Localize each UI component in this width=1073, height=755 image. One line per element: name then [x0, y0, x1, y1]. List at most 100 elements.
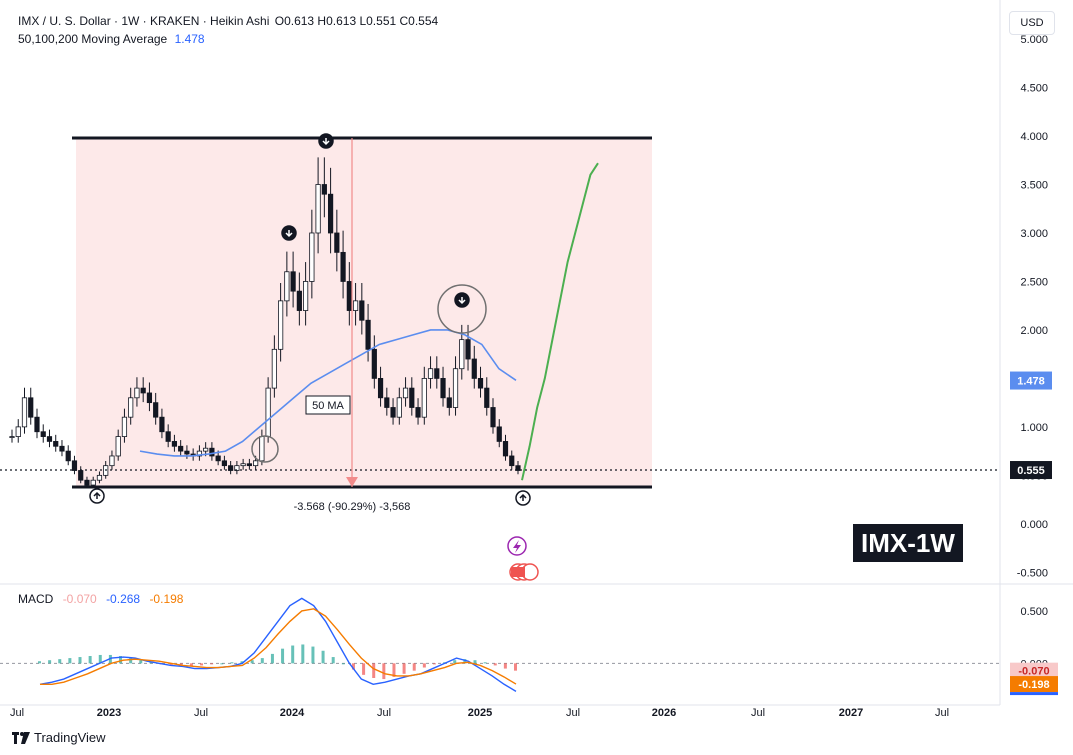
time-tick-label: 2024 — [280, 707, 305, 719]
macd-hist-bar — [372, 663, 376, 678]
ma-tag-text: 50 MA — [312, 400, 344, 412]
macd-hist-bar — [473, 660, 477, 664]
macd-hist-bar — [78, 657, 82, 664]
price-tick-label: 2.500 — [1020, 276, 1048, 288]
symbol-title[interactable]: IMX / U. S. Dollar · 1W · KRAKEN · Heiki… — [18, 14, 270, 28]
macd-hist-bar — [48, 660, 52, 664]
projection-line — [521, 162, 599, 481]
macd-hist-bar — [432, 663, 436, 665]
macd-hist-bar — [341, 663, 345, 665]
ohlc-values: O0.613 H0.613 L0.551 C0.554 — [274, 14, 439, 28]
measure-arrow-icon — [346, 476, 358, 487]
candle-body — [96, 474, 103, 481]
time-tick-label: Jul — [566, 707, 580, 719]
candle-body — [259, 436, 265, 462]
macd-hist-bar — [250, 660, 254, 664]
price-tick-label: 0.000 — [1020, 519, 1048, 531]
measure-text: -3.568 (-90.29%) -3,568 — [294, 501, 411, 513]
candle-body — [15, 426, 21, 437]
candle-body — [334, 232, 340, 253]
candle-body — [21, 397, 28, 428]
macd-hist-bar — [38, 661, 41, 664]
candle-body — [215, 455, 221, 462]
candle-body — [396, 397, 402, 418]
macd-hist-bar — [493, 663, 497, 666]
us-flag-icon — [511, 567, 525, 577]
candle-body — [121, 416, 128, 437]
macd-hist-bar — [281, 648, 285, 664]
candle-body — [352, 300, 359, 311]
candle-body — [153, 402, 159, 418]
candles-layer — [9, 157, 521, 488]
price-axis[interactable]: 5.0004.5004.0003.5003.0002.5002.0001.500… — [0, 0, 1073, 705]
time-tick-label: 2026 — [652, 707, 676, 719]
candle-body — [84, 479, 90, 486]
candle-body — [502, 441, 509, 457]
candle-body — [384, 397, 390, 408]
candle-body — [346, 281, 352, 311]
macd-hist-bar — [301, 644, 305, 664]
time-axis[interactable]: Jul 2023 Jul 2024 Jul 2025 Jul 2026 Jul 2027 Jul — [0, 704, 1000, 719]
candle-body — [109, 455, 115, 467]
macd-hist-bar — [483, 662, 487, 664]
candle-body — [303, 281, 309, 311]
macd-hist-bar — [149, 662, 153, 664]
candle-body — [65, 450, 71, 462]
candle-body — [296, 290, 302, 311]
candle-body — [34, 416, 40, 433]
highlight-circle — [437, 284, 487, 334]
price-tick-label: -0.500 — [1017, 567, 1048, 579]
annotations-layer: -3.568 (-90.29%) -3,568 50 MA — [0, 133, 1000, 581]
candle-body — [28, 397, 34, 418]
ma-indicator-label[interactable]: 50,100,200 Moving Average — [18, 32, 168, 46]
highlight-circle — [251, 435, 279, 463]
candle-body — [78, 470, 84, 481]
macd-hist-bar — [58, 659, 62, 664]
currency-button[interactable]: USD — [1009, 11, 1055, 35]
candle-body — [265, 387, 271, 437]
candle-body — [484, 387, 490, 408]
candle-body — [209, 447, 215, 457]
macd-hist-bar — [139, 660, 143, 664]
candle-body — [315, 184, 321, 234]
time-tick-label: Jul — [194, 707, 208, 719]
tradingview-logo-icon — [12, 731, 30, 744]
footer-brand[interactable]: TradingView — [12, 730, 106, 745]
candle-body — [134, 387, 140, 399]
candle-body — [477, 378, 484, 389]
macd-label[interactable]: MACD — [18, 592, 54, 606]
symbol-watermark: IMX-1W — [853, 524, 963, 562]
macd-hist-bar — [240, 661, 244, 664]
candle-body — [290, 271, 296, 292]
macd-legend: MACD -0.070 -0.268 -0.198 — [18, 592, 189, 606]
candle-body — [421, 378, 427, 418]
down-arrow-icon — [281, 225, 297, 241]
candle-body — [327, 193, 334, 234]
candle-body — [390, 407, 396, 418]
macd-hist-bar — [463, 659, 467, 664]
macd-hist-bar — [270, 653, 274, 664]
macd-pane: 0.5000.000-0.070-0.198 — [0, 597, 1058, 696]
candle-body — [434, 368, 440, 379]
up-arrow-icon — [89, 488, 105, 504]
candle-body — [509, 455, 515, 467]
candle-body — [203, 447, 209, 452]
macd-hist-bar — [189, 663, 193, 667]
time-tick-label: Jul — [751, 707, 765, 719]
macd-hist-bar — [98, 654, 102, 664]
price-tick-label: 3.500 — [1020, 180, 1048, 192]
lightning-bolt-icon — [513, 540, 521, 553]
candle-body — [459, 339, 465, 370]
candle-body — [278, 300, 284, 350]
macd-hist-bar — [362, 663, 366, 675]
candle-body — [309, 232, 315, 282]
candle-body — [440, 378, 446, 399]
macd-hist-bar — [88, 656, 92, 664]
time-tick-label: Jul — [10, 707, 24, 719]
macd-hist-bar — [311, 646, 315, 664]
candle-body — [246, 463, 252, 467]
macd-hist-bar — [392, 663, 396, 677]
candle-body — [40, 431, 46, 437]
macd-tick-label: 0.500 — [1020, 606, 1048, 618]
